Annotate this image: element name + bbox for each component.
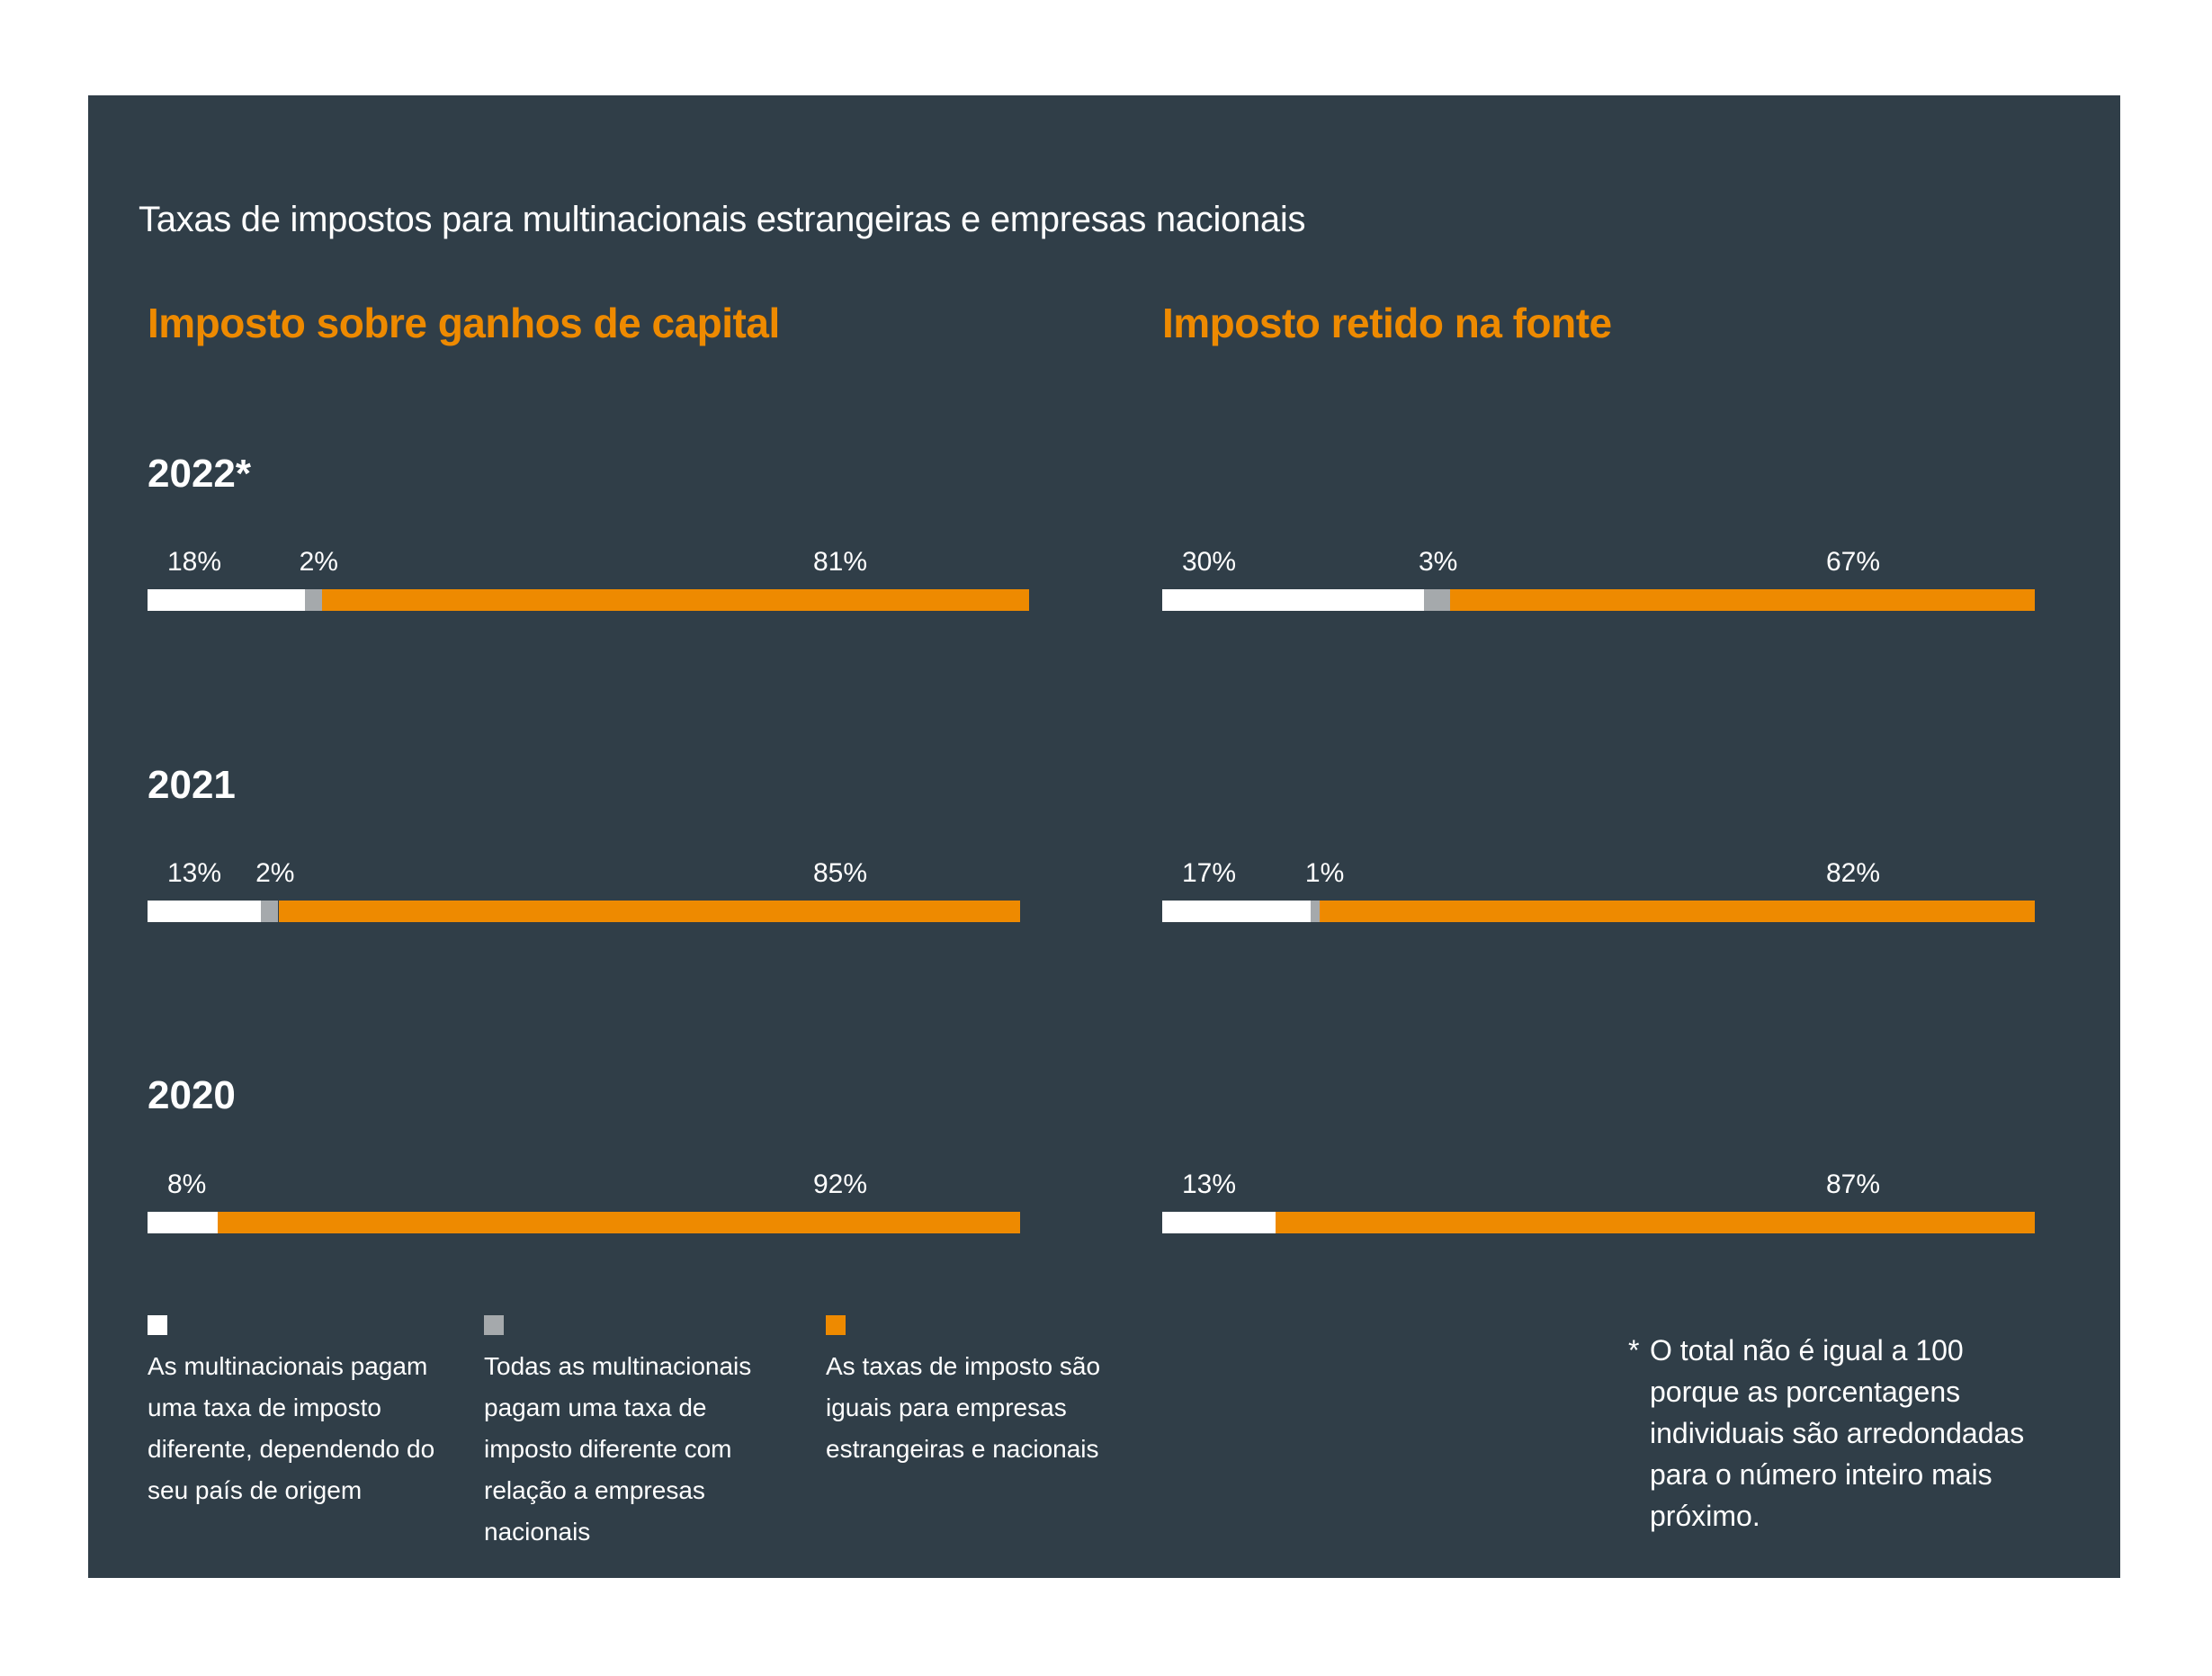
footnote: * O total não é igual a 100 porque as po… — [1628, 1330, 2051, 1537]
legend-label-line: nacionais — [484, 1518, 591, 1546]
bar-segment-different-from-national — [304, 589, 322, 611]
legend-label-line: uma taxa de imposto — [148, 1394, 381, 1421]
chart-panel — [88, 95, 2120, 1578]
data-label: 30% — [1182, 547, 1237, 577]
legend-label-line: iguais para empresas — [826, 1394, 1067, 1421]
bar-segment-different-by-origin — [1162, 1212, 1276, 1233]
legend-label-line: Todas as multinacionais — [484, 1352, 752, 1380]
bar-segment-different-by-origin — [148, 589, 305, 611]
bar-segment-equal — [322, 589, 1029, 611]
data-label: 2% — [255, 858, 295, 888]
bar-segment-equal — [217, 1212, 1020, 1233]
year-label: 2022* — [148, 452, 252, 496]
data-label: 2% — [299, 547, 338, 577]
data-label: 8% — [167, 1170, 207, 1199]
data-label: 92% — [813, 1170, 868, 1199]
data-label: 1% — [1304, 858, 1345, 888]
legend-label-line: estrangeiras e nacionais — [826, 1435, 1099, 1463]
legend-swatch — [148, 1315, 167, 1335]
legend-label-line: relação a empresas — [484, 1476, 705, 1504]
bar-segment-different-by-origin — [148, 901, 262, 922]
year-label: 2021 — [148, 763, 236, 807]
legend-label-line: seu país de origem — [148, 1476, 363, 1504]
footnote-line: individuais são arredondadas — [1650, 1417, 2025, 1449]
bar-segment-different-by-origin — [1162, 589, 1424, 611]
data-label: 85% — [813, 858, 868, 888]
data-label: 82% — [1826, 858, 1881, 888]
footnote-line: próximo. — [1650, 1500, 1760, 1532]
legend-label: As taxas de imposto são iguais para empre… — [826, 1346, 1150, 1470]
footnote-line: porque as porcentagens — [1650, 1376, 1961, 1408]
chart-title: Taxas de impostos para multinacionais es… — [139, 200, 1306, 239]
section-title: Imposto sobre ganhos de capital — [148, 300, 780, 346]
footnote-marker: * — [1628, 1334, 1640, 1367]
bar-segment-equal — [1319, 901, 2035, 922]
data-label: 13% — [1182, 1170, 1237, 1199]
year-label: 2020 — [148, 1073, 236, 1117]
footnote-line: para o número inteiro mais — [1650, 1458, 1993, 1491]
legend-swatch — [826, 1315, 846, 1335]
bar-segment-equal — [1276, 1212, 2035, 1233]
legend-label-line: As taxas de imposto são — [826, 1352, 1101, 1380]
footnote-line: O total não é igual a 100 — [1650, 1334, 1964, 1367]
legend-label-line: diferente, dependendo do — [148, 1435, 435, 1463]
data-label: 87% — [1826, 1170, 1881, 1199]
data-label: 13% — [167, 858, 222, 888]
legend-label-line: imposto diferente com — [484, 1435, 732, 1463]
data-label: 81% — [813, 547, 868, 577]
data-label: 18% — [167, 547, 222, 577]
legend-label-line: As multinacionais pagam — [148, 1352, 428, 1380]
bar-segment-different-from-national — [261, 901, 279, 922]
data-label: 67% — [1826, 547, 1881, 577]
bar-segment-equal — [278, 901, 1020, 922]
bar-segment-different-by-origin — [1162, 901, 1311, 922]
data-label: 3% — [1419, 547, 1458, 577]
bar-segment-different-from-national — [1310, 901, 1320, 922]
legend-label: As multinacionais pagam uma taxa de impos… — [148, 1346, 471, 1511]
legend-swatch — [484, 1315, 504, 1335]
bar-segment-equal — [1450, 589, 2035, 611]
data-label: 17% — [1182, 858, 1237, 888]
bar-segment-different-from-national — [1424, 589, 1451, 611]
legend-label: Todas as multinacionais pagam uma taxa de… — [484, 1346, 808, 1553]
bar-segment-different-by-origin — [148, 1212, 218, 1233]
section-title: Imposto retido na fonte — [1162, 300, 1612, 346]
legend-label-line: pagam uma taxa de — [484, 1394, 707, 1421]
